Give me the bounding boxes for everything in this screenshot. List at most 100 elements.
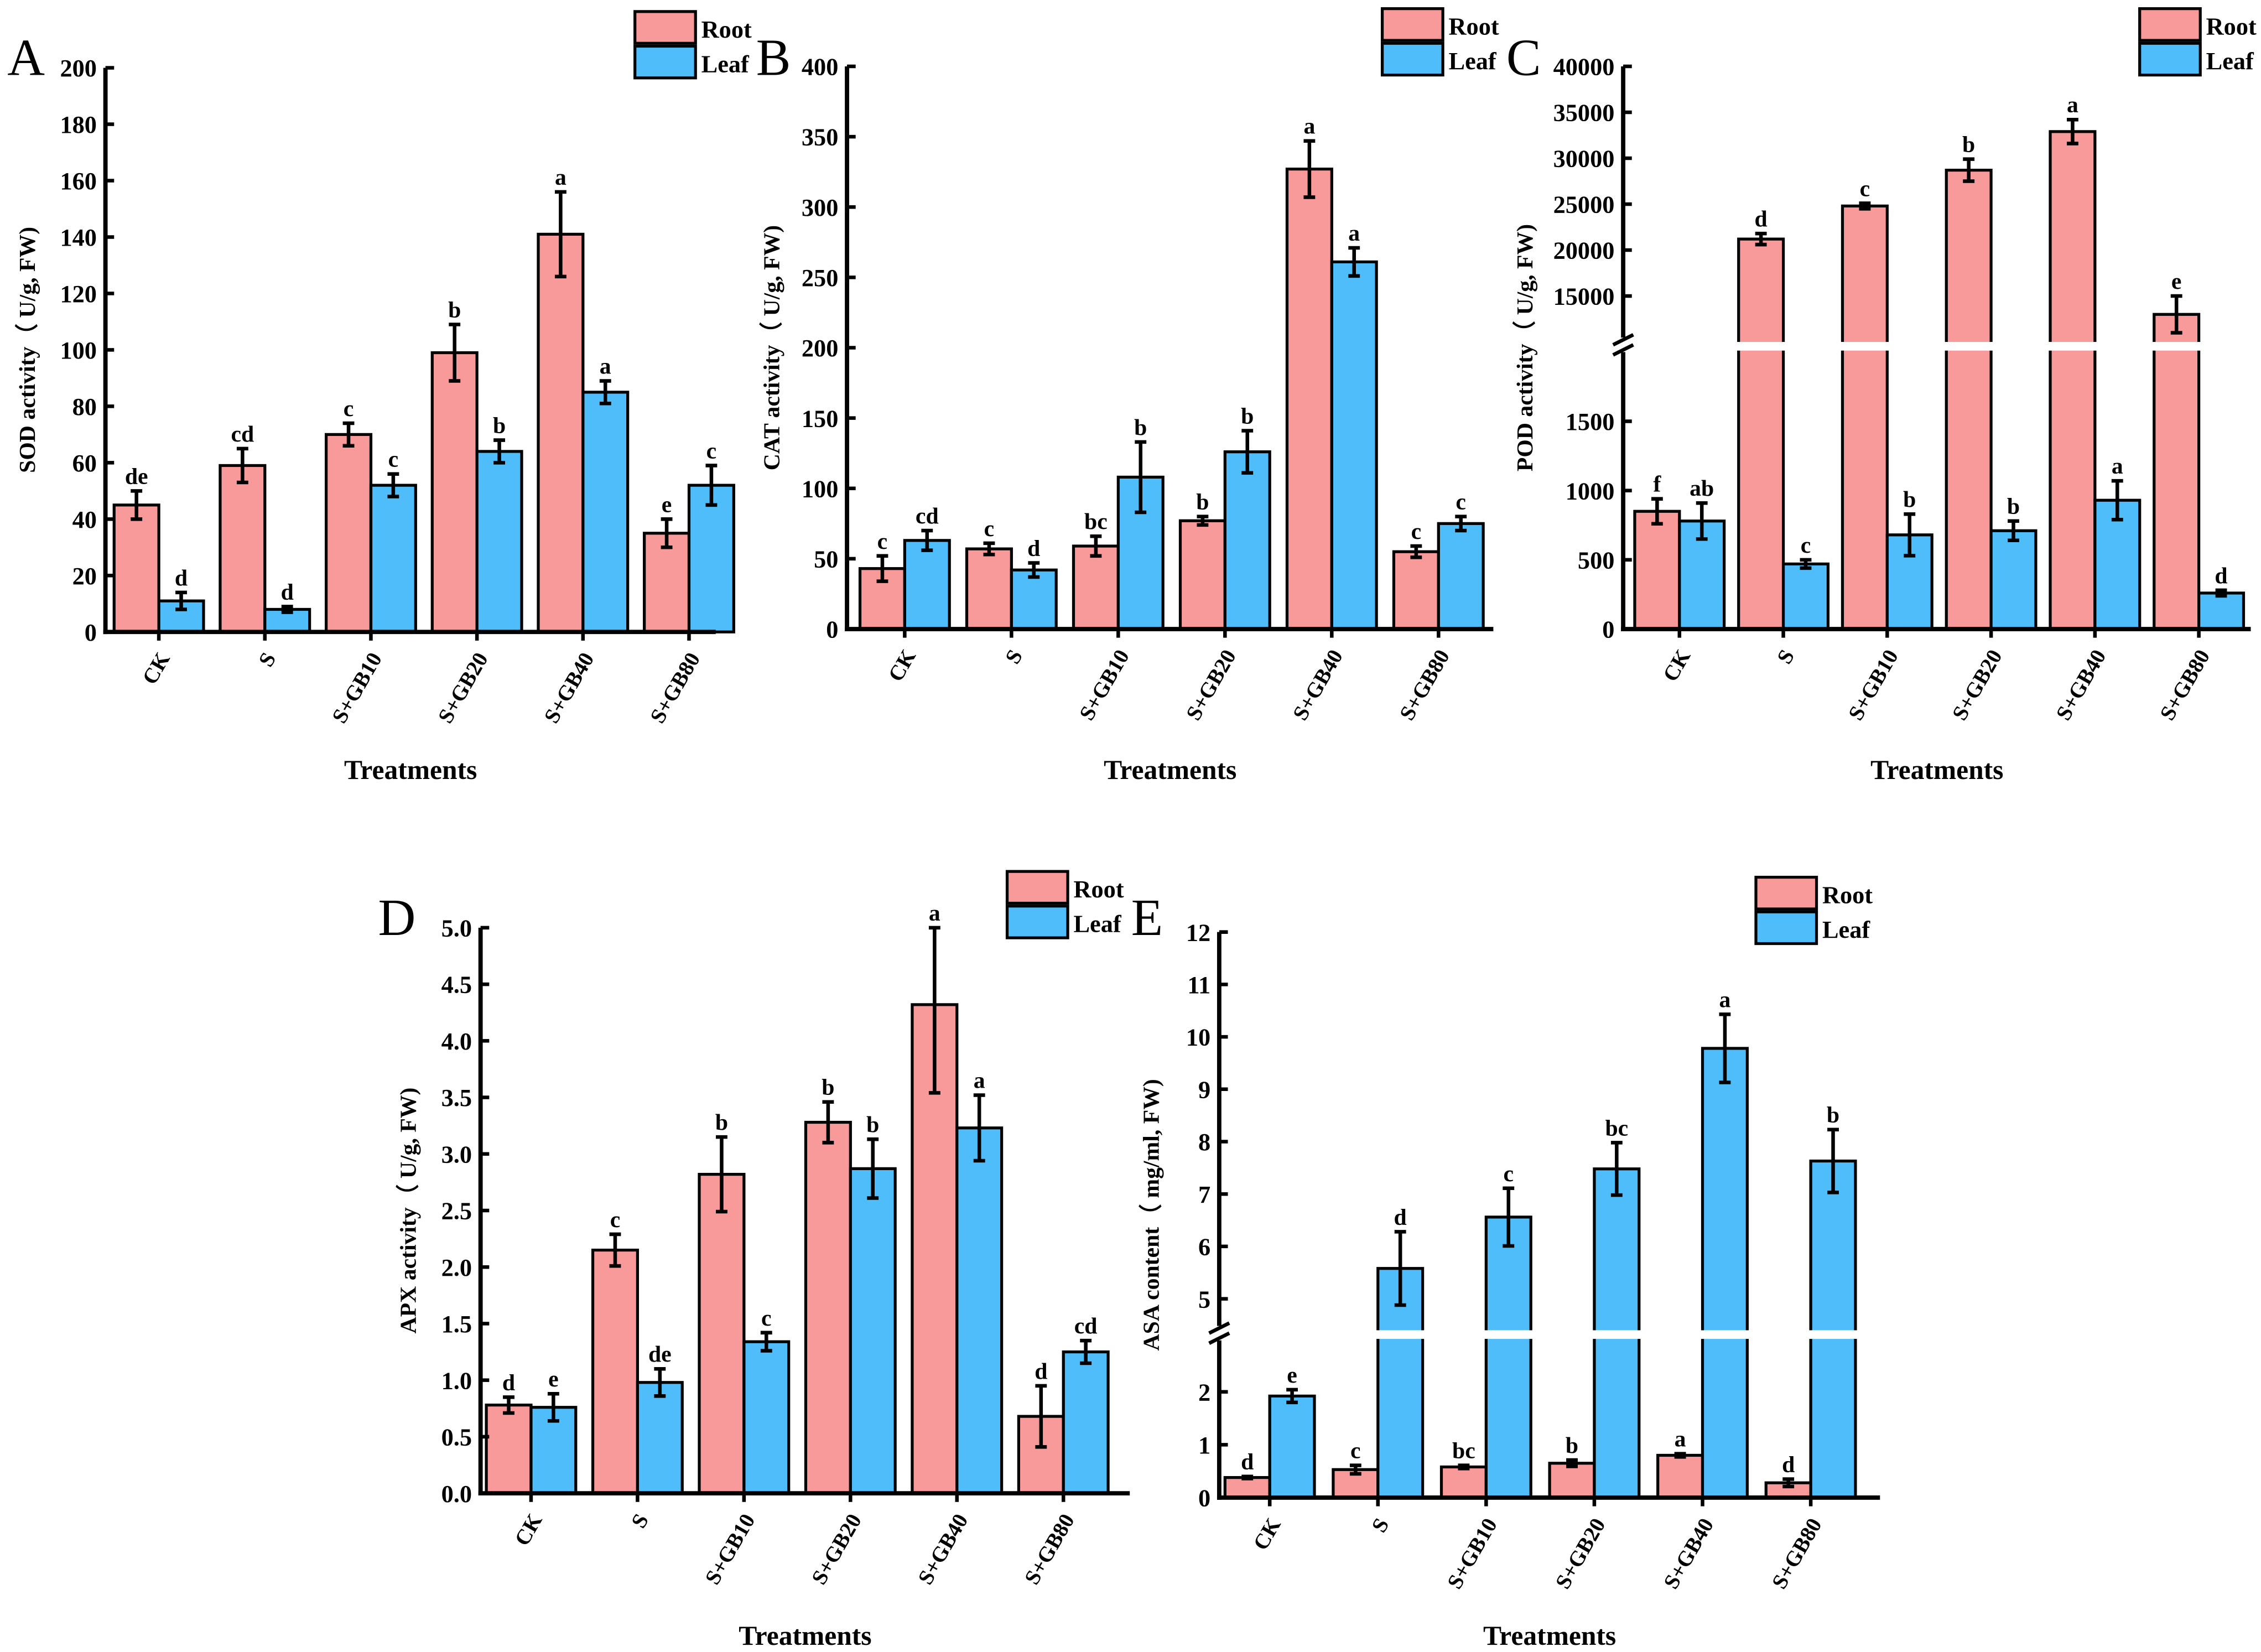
x-axis-title: Treatments xyxy=(1483,1620,1616,1651)
panel-letter: D xyxy=(378,889,416,947)
significance-letter: c xyxy=(344,396,354,422)
significance-letter: b xyxy=(866,1112,879,1137)
legend-swatch-root xyxy=(1380,7,1444,42)
significance-letter: b xyxy=(1827,1103,1839,1128)
bar-leaf xyxy=(742,1340,791,1495)
legend-swatch-leaf xyxy=(1005,905,1069,939)
significance-letter: a xyxy=(2067,92,2078,118)
significance-letter: cd xyxy=(916,503,939,529)
significance-letter: a xyxy=(1719,987,1731,1012)
significance-letter: b xyxy=(1241,403,1254,429)
y-tick-label: 5.0 xyxy=(441,915,472,942)
legend-label-leaf: Leaf xyxy=(1822,916,1870,943)
legend-label-root: Root xyxy=(2206,13,2257,40)
significance-letter: c xyxy=(706,438,717,464)
bar-root xyxy=(1841,204,1889,631)
legend-label-leaf: Leaf xyxy=(2206,47,2254,75)
significance-letter: cd xyxy=(1074,1313,1098,1339)
y-tick-label: 140 xyxy=(60,224,97,251)
y-tick-label: 9 xyxy=(1198,1076,1210,1103)
significance-letter: ab xyxy=(1690,476,1714,501)
y-axis-title: POD activity（ U/g, FW) xyxy=(1512,224,1538,471)
legend-label-root: Root xyxy=(701,15,752,43)
significance-letter: e xyxy=(548,1367,559,1392)
y-axis-title: CAT activity（ U/g, FW) xyxy=(758,225,784,470)
significance-letter: b xyxy=(822,1075,834,1100)
bar-leaf xyxy=(955,1126,1004,1495)
significance-letter: a xyxy=(974,1068,985,1093)
y-tick-label: 1.5 xyxy=(441,1310,472,1338)
significance-letter: d xyxy=(1241,1450,1254,1475)
x-tick-label: CK xyxy=(1659,645,1696,685)
bar-leaf xyxy=(903,539,951,631)
y-tick-label: 0.0 xyxy=(441,1480,472,1508)
x-tick-label: S+GB80 xyxy=(1768,1514,1827,1593)
panel-letter: E xyxy=(1131,889,1163,947)
y-tick-label: 80 xyxy=(72,393,97,420)
y-tick-label: 150 xyxy=(802,404,839,432)
bar-root xyxy=(537,232,585,633)
x-tick-label: S+GB80 xyxy=(1020,1510,1079,1588)
legend-swatch-leaf xyxy=(1754,910,1818,946)
y-tick-label: 350 xyxy=(802,123,839,151)
significance-letter: c xyxy=(610,1207,621,1233)
y-tick-label: 400 xyxy=(802,53,839,81)
bar-root xyxy=(1737,237,1785,631)
x-tick-label: S xyxy=(1001,646,1027,668)
x-tick-label: S xyxy=(1367,1514,1394,1536)
chart-panel-b: Bc c bc b a c cd d b b a c 0 50 100 150 200 250 300 350 400 C… xyxy=(756,7,1499,785)
significance-letter: de xyxy=(648,1342,672,1367)
legend-swatch-root xyxy=(2138,7,2202,42)
bar-root xyxy=(1178,519,1226,631)
y-tick-label: 11 xyxy=(1187,971,1210,999)
significance-letter: b xyxy=(448,297,461,323)
significance-letter: bc xyxy=(1084,509,1108,534)
legend-swatch-leaf xyxy=(1380,41,1444,77)
x-tick-label: S+GB20 xyxy=(1948,646,2007,724)
x-tick-label: CK xyxy=(883,645,921,685)
y-tick-label: 2.0 xyxy=(441,1254,472,1281)
significance-letter: b xyxy=(1134,415,1147,440)
y-tick-label: 12 xyxy=(1186,918,1210,946)
bar-leaf xyxy=(1781,562,1830,631)
bar-leaf xyxy=(1701,1047,1749,1499)
significance-letter: d xyxy=(2215,563,2227,589)
axis-break-gap xyxy=(1223,1330,1885,1339)
panel-letter: C xyxy=(1506,29,1541,87)
significance-letter: a xyxy=(929,901,940,926)
y-tick-label: 2 xyxy=(1198,1378,1210,1406)
bar-root xyxy=(1223,1476,1271,1499)
x-tick-label: S+GB40 xyxy=(2051,646,2111,724)
significance-letter: b xyxy=(2007,494,2020,520)
significance-letter: c xyxy=(761,1306,772,1331)
bar-leaf xyxy=(1330,260,1378,631)
x-tick-label: S+GB20 xyxy=(434,648,493,727)
y-tick-label: 8 xyxy=(1198,1128,1210,1156)
legend-label-leaf: Leaf xyxy=(701,50,750,77)
y-tick-label: 160 xyxy=(60,167,97,195)
x-tick-label: S+GB10 xyxy=(1844,646,1903,724)
bar-root xyxy=(219,464,267,633)
x-axis-title: Treatments xyxy=(344,755,477,785)
x-tick-label: S+GB20 xyxy=(1182,646,1241,724)
bar-root xyxy=(2153,313,2201,631)
bar-root xyxy=(1548,1462,1596,1499)
bar-leaf xyxy=(1885,533,1933,631)
x-tick-label: S+GB10 xyxy=(1075,646,1134,724)
significance-letter: c xyxy=(1350,1438,1361,1464)
bar-root xyxy=(1945,168,1993,631)
x-tick-label: S+GB40 xyxy=(913,1510,973,1588)
bar-leaf xyxy=(1223,450,1271,631)
legend-swatch-root xyxy=(1754,875,1818,911)
bar-root xyxy=(1656,1453,1704,1499)
significance-letter: d xyxy=(1035,1359,1047,1384)
significance-letter: d xyxy=(1027,536,1040,561)
axis-break-mark xyxy=(1612,343,1634,357)
y-tick-label: 180 xyxy=(60,111,97,138)
y-tick-label: 7 xyxy=(1198,1181,1210,1208)
significance-letter: a xyxy=(1675,1427,1686,1452)
x-tick-label: S+GB10 xyxy=(1443,1514,1502,1593)
legend-swatch-leaf xyxy=(2138,41,2202,77)
legend-swatch-root xyxy=(1005,870,1069,905)
bar-root xyxy=(643,532,691,633)
